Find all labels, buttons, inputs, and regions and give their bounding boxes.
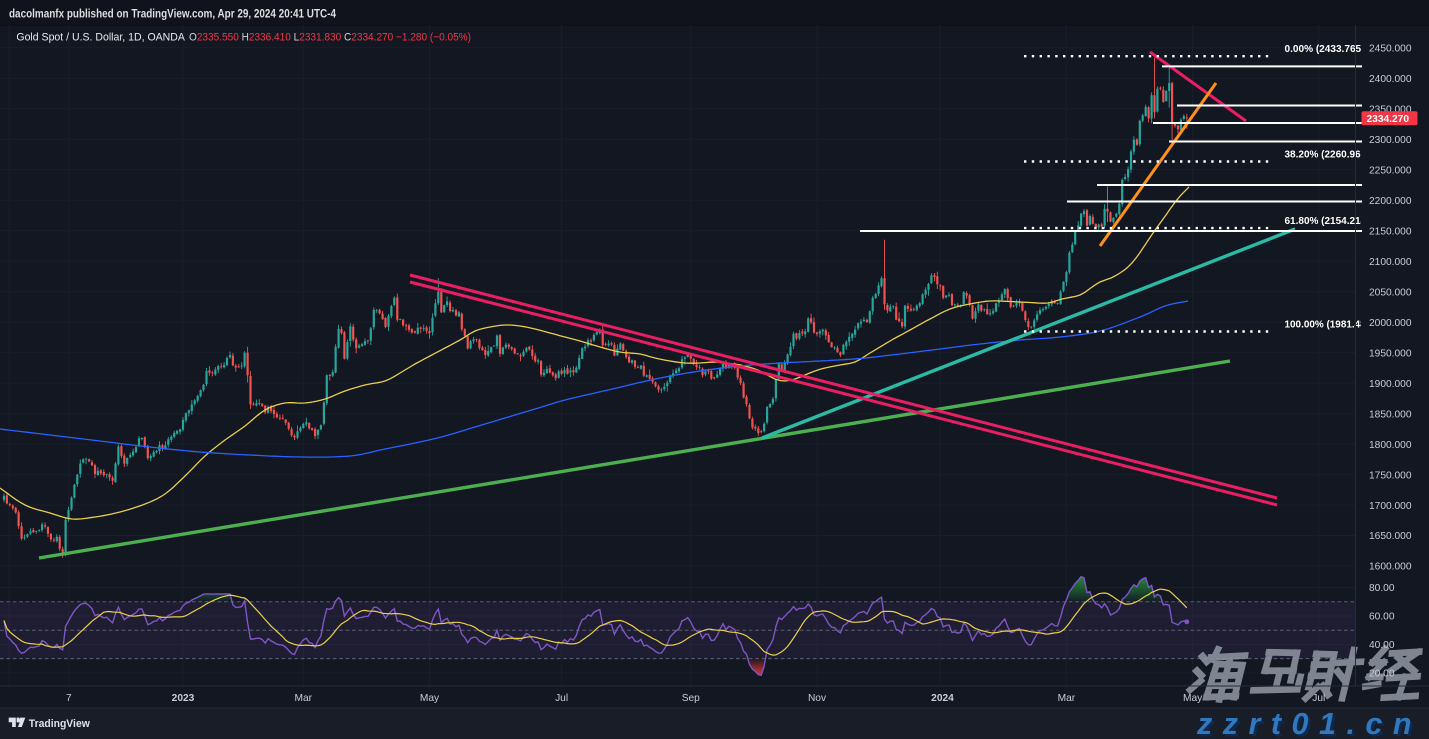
svg-text:2400.000: 2400.000 xyxy=(1369,74,1412,85)
svg-text:40.00: 40.00 xyxy=(1369,640,1395,651)
svg-text:1650.000: 1650.000 xyxy=(1369,531,1412,542)
svg-text:1850.000: 1850.000 xyxy=(1369,409,1412,420)
svg-text:2023: 2023 xyxy=(172,693,195,704)
svg-text:2250.000: 2250.000 xyxy=(1369,165,1412,176)
svg-text:20.00: 20.00 xyxy=(1369,669,1395,680)
svg-text:O2335.550 H2336.410 L2331.830: O2335.550 H2336.410 L2331.830 C2334.270 … xyxy=(189,32,471,44)
svg-text:0.00% (2433.765): 0.00% (2433.765) xyxy=(1285,43,1365,55)
svg-text:1950.000: 1950.000 xyxy=(1369,348,1412,359)
svg-text:60.00: 60.00 xyxy=(1369,612,1395,623)
svg-text:2450.000: 2450.000 xyxy=(1369,43,1412,54)
svg-text:2024: 2024 xyxy=(931,693,954,704)
svg-text:Jul: Jul xyxy=(555,693,568,704)
svg-text:Nov: Nov xyxy=(808,693,827,704)
svg-text:2334.270: 2334.270 xyxy=(1367,114,1410,125)
svg-text:zzrt01.cn: zzrt01.cn xyxy=(1199,710,1425,739)
svg-text:80.00: 80.00 xyxy=(1369,583,1395,594)
svg-text:2000.000: 2000.000 xyxy=(1369,318,1412,329)
svg-text:1750.000: 1750.000 xyxy=(1369,470,1412,481)
svg-text:1600.000: 1600.000 xyxy=(1369,562,1412,573)
svg-text:2150.000: 2150.000 xyxy=(1369,226,1412,237)
svg-text:Jul: Jul xyxy=(1312,693,1325,704)
svg-text:Mar: Mar xyxy=(1058,693,1076,704)
svg-text:38.20% (2260.968): 38.20% (2260.968) xyxy=(1285,148,1370,160)
svg-text:Mar: Mar xyxy=(295,693,313,704)
svg-text:Gold Spot / U.S. Dollar, 1D, O: Gold Spot / U.S. Dollar, 1D, OANDA xyxy=(16,32,185,44)
svg-text:May: May xyxy=(1183,693,1203,704)
svg-text:Sep: Sep xyxy=(682,693,700,704)
svg-text:2200.000: 2200.000 xyxy=(1369,196,1412,207)
svg-text:100.00% (1981.480): 100.00% (1981.480) xyxy=(1285,318,1375,330)
svg-text:May: May xyxy=(420,693,440,704)
svg-text:2100.000: 2100.000 xyxy=(1369,257,1412,268)
svg-text:1900.000: 1900.000 xyxy=(1369,379,1412,390)
svg-text:2050.000: 2050.000 xyxy=(1369,287,1412,298)
svg-text:7: 7 xyxy=(66,693,72,704)
svg-text:TradingView: TradingView xyxy=(29,718,90,730)
svg-text:zzrt01.cn: zzrt01.cn xyxy=(1196,707,1422,739)
svg-text:2350.000: 2350.000 xyxy=(1369,104,1412,115)
svg-text:1700.000: 1700.000 xyxy=(1369,501,1412,512)
svg-text:2300.000: 2300.000 xyxy=(1369,135,1412,146)
svg-text:dacolmanfx published on Tradin: dacolmanfx published on TradingView.com,… xyxy=(9,9,337,21)
svg-text:61.80% (2154.214): 61.80% (2154.214) xyxy=(1285,215,1370,227)
svg-text:1800.000: 1800.000 xyxy=(1369,440,1412,451)
